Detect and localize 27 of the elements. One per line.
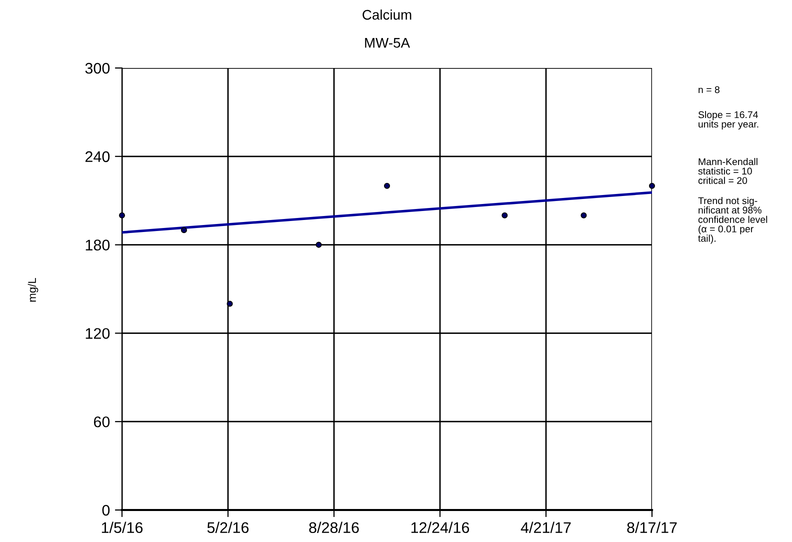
x-tick-label: 8/28/16	[309, 522, 359, 534]
y-tick-label: 60	[94, 416, 110, 428]
x-tick-label: 5/2/16	[207, 522, 249, 534]
text: n = 8	[698, 86, 720, 94]
y-tick-label: 180	[86, 240, 110, 250]
x-tick-label: 8/17/17	[627, 522, 677, 534]
chart-title: Calcium	[362, 10, 412, 20]
text: Mann-Kendall statistic = 10 critical = 20	[698, 158, 758, 184]
point	[316, 242, 322, 248]
y-tick-label: 240	[85, 151, 110, 162]
point	[648, 182, 656, 189]
point	[502, 212, 508, 218]
point	[180, 227, 187, 234]
point	[226, 300, 233, 307]
x-tick-label: 4/21/17	[520, 522, 571, 534]
y-tick-label: 300	[85, 62, 110, 74]
point	[384, 182, 390, 189]
chart-subtitle: MW-5A	[365, 38, 410, 48]
x-tick-label: 1/5/16	[102, 522, 143, 534]
y-tick-label: 120	[86, 328, 110, 339]
point	[118, 212, 126, 218]
y-axis-title: mg/L	[28, 278, 38, 302]
text: Trend not sig- nificant at 98% confidence level (α = 0.01 per tail).	[698, 197, 768, 244]
text: Slope = 16.74 units per year.	[698, 111, 758, 130]
point	[580, 212, 587, 218]
x-tick-label: 12/24/16	[411, 522, 470, 534]
y-tick-label: 0	[102, 504, 110, 516]
